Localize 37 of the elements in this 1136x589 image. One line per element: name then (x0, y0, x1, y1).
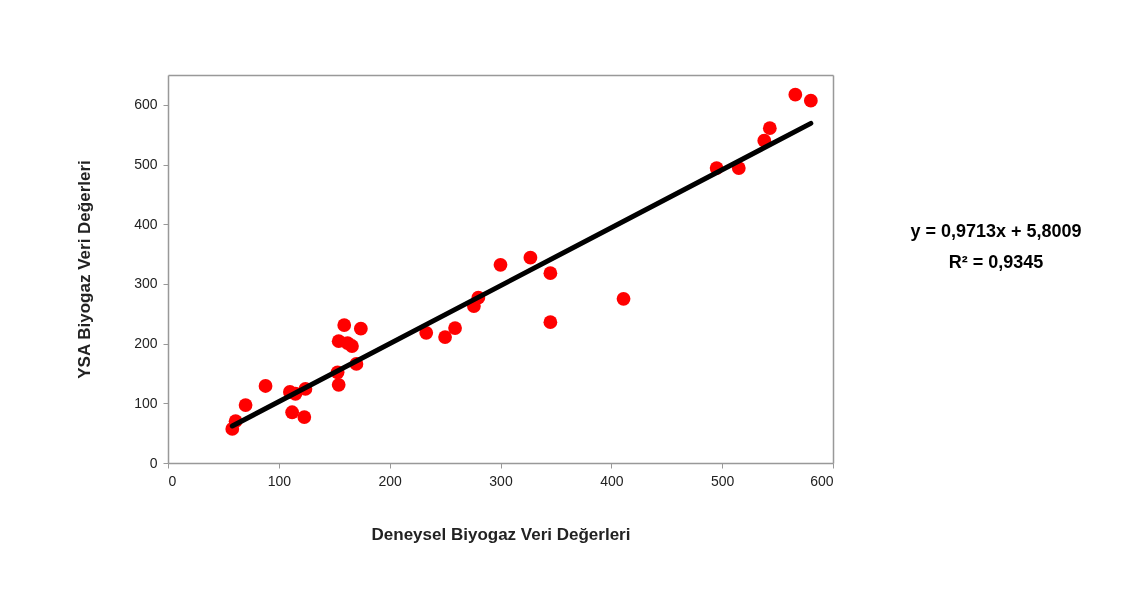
point (543, 315, 558, 329)
y-tick-label: 600 (134, 96, 158, 113)
point (353, 321, 368, 336)
point (448, 321, 462, 335)
point (331, 377, 346, 392)
x-tick-label: 0 (168, 472, 177, 489)
x-tick-label: 500 (710, 472, 735, 489)
point (238, 398, 253, 412)
y-tick-label: 400 (134, 215, 158, 232)
point (523, 250, 538, 265)
point (788, 87, 803, 102)
point (285, 405, 300, 420)
text: R² = 0,9345 (948, 252, 1044, 272)
x-tick-label: 400 (600, 472, 624, 489)
x-tick-label: 100 (267, 472, 292, 489)
y-tick-label: 100 (134, 394, 158, 411)
point (616, 291, 631, 306)
x-axis-title: Deneysel Biyogaz Veri Değerleri (371, 524, 631, 544)
point (493, 257, 508, 272)
y-tick-label: 300 (134, 275, 158, 292)
x-tick-label: 600 (810, 472, 834, 489)
y-tick-label: 200 (134, 335, 158, 352)
point (258, 379, 273, 393)
x-tick-label: 300 (489, 472, 513, 489)
point (803, 93, 818, 108)
y-tick-label: 0 (149, 454, 158, 471)
point (762, 121, 777, 135)
y-axis-title: YSA Biyogaz Veri Değerleri (75, 160, 95, 379)
point (438, 330, 452, 344)
point (345, 339, 359, 353)
point (337, 318, 352, 332)
x-tick-label: 200 (378, 472, 403, 489)
point (543, 266, 558, 281)
y-tick-label: 500 (134, 156, 158, 173)
point (419, 325, 434, 340)
point (297, 410, 312, 424)
text: y = 0,9713x + 5,8009 (910, 221, 1082, 241)
